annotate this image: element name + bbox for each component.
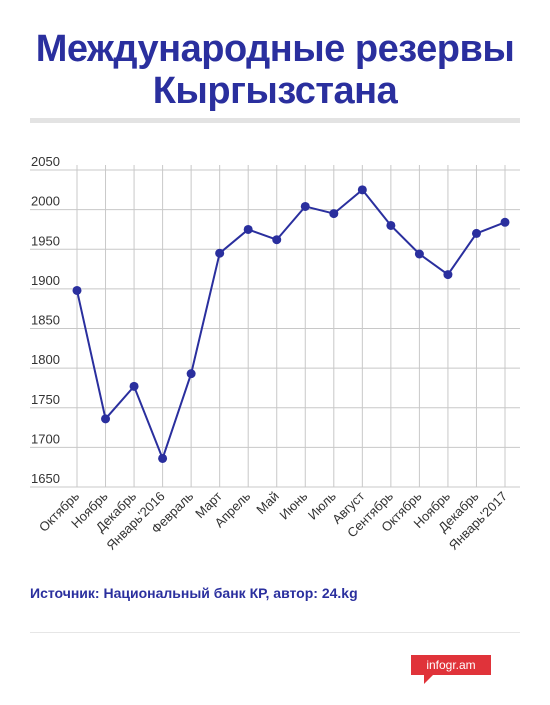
source-note: Источник: Национальный банк КР, автор: 2… [30, 585, 358, 601]
data-point [243, 224, 253, 234]
badge-text: infogr.am [426, 658, 476, 672]
y-tick-label: 2050 [31, 154, 60, 169]
y-tick-label: 1700 [31, 431, 60, 446]
y-tick-label: 2000 [31, 194, 60, 209]
data-point [471, 228, 481, 238]
data-point [329, 209, 339, 219]
y-axis-ticks: 1650 1700 1750 1800 1850 1900 1950 2000 2050 [31, 154, 60, 486]
x-tick-label: Июнь [276, 488, 310, 522]
y-tick-label: 1950 [31, 233, 60, 248]
y-tick-label: 1750 [31, 392, 60, 407]
chart-title: Международные резервы Кыргызстана [35, 28, 515, 112]
y-tick-label: 1800 [31, 352, 60, 367]
data-point [186, 369, 196, 379]
data-point [72, 285, 82, 295]
gridlines [30, 165, 520, 488]
footer-divider [30, 632, 520, 633]
data-point [158, 453, 168, 463]
data-point [443, 270, 453, 280]
series-line [76, 188, 506, 462]
badge-tail [424, 675, 433, 684]
y-tick-label: 1650 [31, 471, 60, 486]
data-point [272, 235, 282, 245]
infogram-badge[interactable]: infogr.am [411, 655, 491, 675]
y-tick-label: 1900 [31, 273, 60, 288]
x-axis-ticks: ОктябрьНоябрьДекабрьЯнварь'2016ФевральМа… [36, 488, 510, 552]
data-point [386, 220, 396, 230]
data-point [300, 201, 310, 211]
line-chart: 1650 1700 1750 1800 1850 1900 1950 2000 2050 Окт… [30, 154, 520, 553]
y-tick-label: 1850 [31, 313, 60, 328]
data-point [500, 217, 510, 227]
title-divider [30, 118, 520, 123]
data-point [357, 185, 367, 195]
data-point [215, 248, 225, 258]
data-point [414, 249, 424, 259]
data-point [101, 414, 111, 424]
series-points [72, 185, 510, 463]
data-point [129, 381, 139, 391]
